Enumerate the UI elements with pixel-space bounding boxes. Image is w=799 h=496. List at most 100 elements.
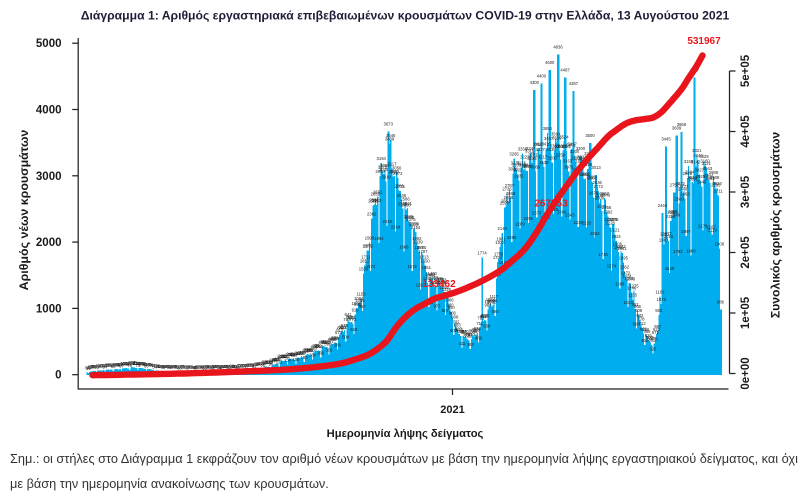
svg-text:1906: 1906 bbox=[613, 242, 623, 247]
svg-text:56: 56 bbox=[226, 364, 231, 369]
svg-text:3056: 3056 bbox=[392, 165, 402, 170]
svg-text:55: 55 bbox=[178, 364, 183, 369]
svg-text:316: 316 bbox=[304, 347, 312, 352]
svg-text:38: 38 bbox=[177, 366, 182, 371]
svg-text:3038: 3038 bbox=[508, 167, 518, 172]
svg-text:84: 84 bbox=[149, 362, 154, 367]
svg-text:571: 571 bbox=[652, 330, 660, 335]
svg-text:103: 103 bbox=[123, 361, 131, 366]
svg-text:Αριθμός νέων κρουσμάτων: Αριθμός νέων κρουσμάτων bbox=[17, 130, 31, 291]
svg-text:2456: 2456 bbox=[602, 205, 612, 210]
svg-text:4836: 4836 bbox=[553, 44, 563, 49]
svg-text:52: 52 bbox=[208, 365, 213, 370]
svg-text:128: 128 bbox=[262, 360, 270, 365]
svg-text:1746: 1746 bbox=[598, 252, 608, 257]
svg-text:38: 38 bbox=[210, 366, 215, 371]
svg-text:802: 802 bbox=[348, 315, 356, 320]
svg-text:613: 613 bbox=[336, 327, 344, 332]
svg-text:1182: 1182 bbox=[655, 290, 665, 295]
svg-text:772: 772 bbox=[349, 317, 357, 322]
svg-text:2558: 2558 bbox=[368, 198, 378, 203]
svg-text:55: 55 bbox=[216, 364, 221, 369]
svg-text:1385: 1385 bbox=[434, 276, 444, 281]
svg-text:101: 101 bbox=[122, 361, 130, 366]
svg-text:2944: 2944 bbox=[704, 173, 714, 178]
svg-text:1441: 1441 bbox=[426, 273, 436, 278]
svg-text:73: 73 bbox=[242, 363, 247, 368]
svg-text:2320: 2320 bbox=[666, 214, 676, 219]
svg-text:501: 501 bbox=[332, 335, 340, 340]
svg-text:2349: 2349 bbox=[671, 212, 681, 217]
svg-text:3488: 3488 bbox=[385, 137, 395, 142]
svg-text:3383: 3383 bbox=[550, 144, 560, 149]
svg-text:388: 388 bbox=[334, 342, 342, 347]
svg-text:59: 59 bbox=[158, 364, 163, 369]
svg-text:532: 532 bbox=[464, 333, 472, 338]
svg-text:3030: 3030 bbox=[379, 167, 389, 172]
svg-text:2276: 2276 bbox=[608, 217, 618, 222]
svg-text:3121: 3121 bbox=[702, 161, 712, 166]
svg-text:3e+05: 3e+05 bbox=[740, 175, 752, 208]
svg-text:59: 59 bbox=[213, 364, 218, 369]
svg-text:60: 60 bbox=[222, 364, 227, 369]
svg-text:609: 609 bbox=[472, 328, 480, 333]
svg-text:2777: 2777 bbox=[679, 184, 689, 189]
svg-text:79: 79 bbox=[245, 363, 250, 368]
svg-text:53: 53 bbox=[88, 365, 93, 370]
svg-text:53: 53 bbox=[203, 365, 208, 370]
svg-text:1336: 1336 bbox=[431, 279, 441, 284]
svg-text:3497: 3497 bbox=[544, 136, 554, 141]
svg-text:3198: 3198 bbox=[527, 156, 537, 161]
svg-text:44: 44 bbox=[227, 365, 232, 370]
svg-text:60: 60 bbox=[232, 364, 237, 369]
svg-text:1574: 1574 bbox=[607, 264, 617, 269]
svg-text:53: 53 bbox=[183, 365, 188, 370]
svg-text:531967: 531967 bbox=[687, 36, 721, 47]
svg-text:2308: 2308 bbox=[405, 215, 415, 220]
svg-text:1424: 1424 bbox=[622, 274, 632, 279]
svg-text:2772: 2772 bbox=[594, 184, 604, 189]
svg-text:3251: 3251 bbox=[528, 153, 538, 158]
svg-text:3221: 3221 bbox=[577, 154, 587, 159]
svg-text:1856: 1856 bbox=[614, 245, 624, 250]
svg-text:967: 967 bbox=[359, 304, 367, 309]
svg-text:823: 823 bbox=[482, 313, 490, 318]
svg-text:2795: 2795 bbox=[711, 183, 721, 188]
svg-text:651: 651 bbox=[340, 325, 348, 330]
svg-text:94: 94 bbox=[113, 362, 118, 367]
svg-text:60: 60 bbox=[234, 364, 239, 369]
svg-text:1701: 1701 bbox=[493, 255, 503, 260]
svg-text:2209: 2209 bbox=[515, 222, 525, 227]
svg-text:2275: 2275 bbox=[406, 217, 416, 222]
svg-text:2176: 2176 bbox=[698, 224, 708, 229]
svg-text:103: 103 bbox=[120, 361, 128, 366]
svg-text:301: 301 bbox=[307, 348, 315, 353]
svg-text:71: 71 bbox=[153, 363, 158, 368]
svg-text:432: 432 bbox=[321, 339, 329, 344]
svg-text:1626: 1626 bbox=[499, 260, 509, 265]
svg-text:598: 598 bbox=[469, 328, 477, 333]
svg-text:1472: 1472 bbox=[621, 270, 631, 275]
svg-text:1460: 1460 bbox=[428, 271, 438, 276]
svg-text:1072: 1072 bbox=[657, 297, 667, 302]
svg-text:54: 54 bbox=[168, 364, 173, 369]
svg-text:62: 62 bbox=[162, 364, 167, 369]
svg-text:221: 221 bbox=[282, 353, 290, 358]
svg-text:451: 451 bbox=[648, 338, 656, 343]
svg-text:Ημερομηνία λήψης δείγματος: Ημερομηνία λήψης δείγματος bbox=[327, 428, 484, 440]
svg-text:58: 58 bbox=[159, 364, 164, 369]
svg-text:58: 58 bbox=[215, 364, 220, 369]
svg-text:973: 973 bbox=[434, 304, 442, 309]
svg-text:241: 241 bbox=[288, 352, 296, 357]
svg-text:3673: 3673 bbox=[384, 122, 394, 127]
svg-text:1857: 1857 bbox=[415, 245, 425, 250]
svg-text:2380: 2380 bbox=[667, 210, 677, 215]
svg-text:54: 54 bbox=[152, 364, 157, 369]
svg-text:632: 632 bbox=[474, 326, 482, 331]
svg-text:68: 68 bbox=[99, 364, 104, 369]
svg-text:442: 442 bbox=[327, 339, 335, 344]
svg-text:1117: 1117 bbox=[490, 294, 499, 299]
svg-text:1378: 1378 bbox=[626, 277, 636, 282]
svg-text:115: 115 bbox=[260, 360, 267, 365]
svg-text:2568: 2568 bbox=[369, 198, 379, 203]
